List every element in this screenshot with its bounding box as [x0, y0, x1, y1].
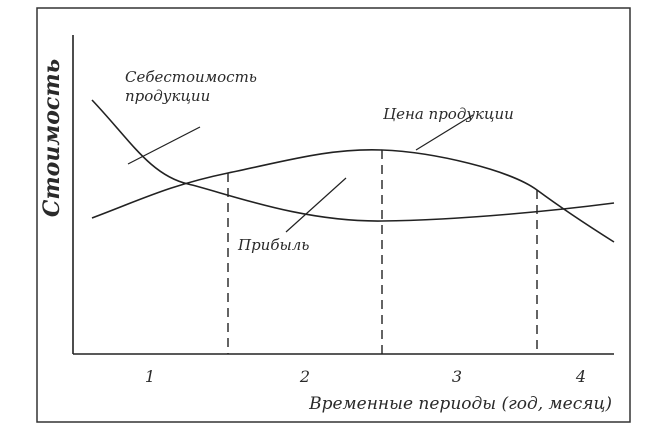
period-label-1: 1	[145, 367, 155, 386]
profit-label: Прибыль	[237, 236, 309, 254]
price-curve	[91, 148, 615, 243]
price-leader-line	[415, 114, 474, 151]
period-label-2: 2	[299, 367, 310, 386]
frame	[36, 7, 631, 423]
period-label-4: 4	[575, 367, 586, 386]
cost-leader-line	[127, 126, 201, 165]
cost-label-line2: продукции	[125, 87, 210, 105]
cost-label-line1: Себестоимость	[125, 68, 257, 86]
y-axis-label: Стоимость	[39, 59, 65, 217]
x-axis-label: Временные периоды (год, месяц)	[308, 394, 612, 414]
period-label-3: 3	[452, 367, 462, 386]
profit-leader-line	[285, 177, 347, 233]
price-label: Цена продукции	[383, 105, 514, 123]
cost-curve	[91, 99, 615, 222]
